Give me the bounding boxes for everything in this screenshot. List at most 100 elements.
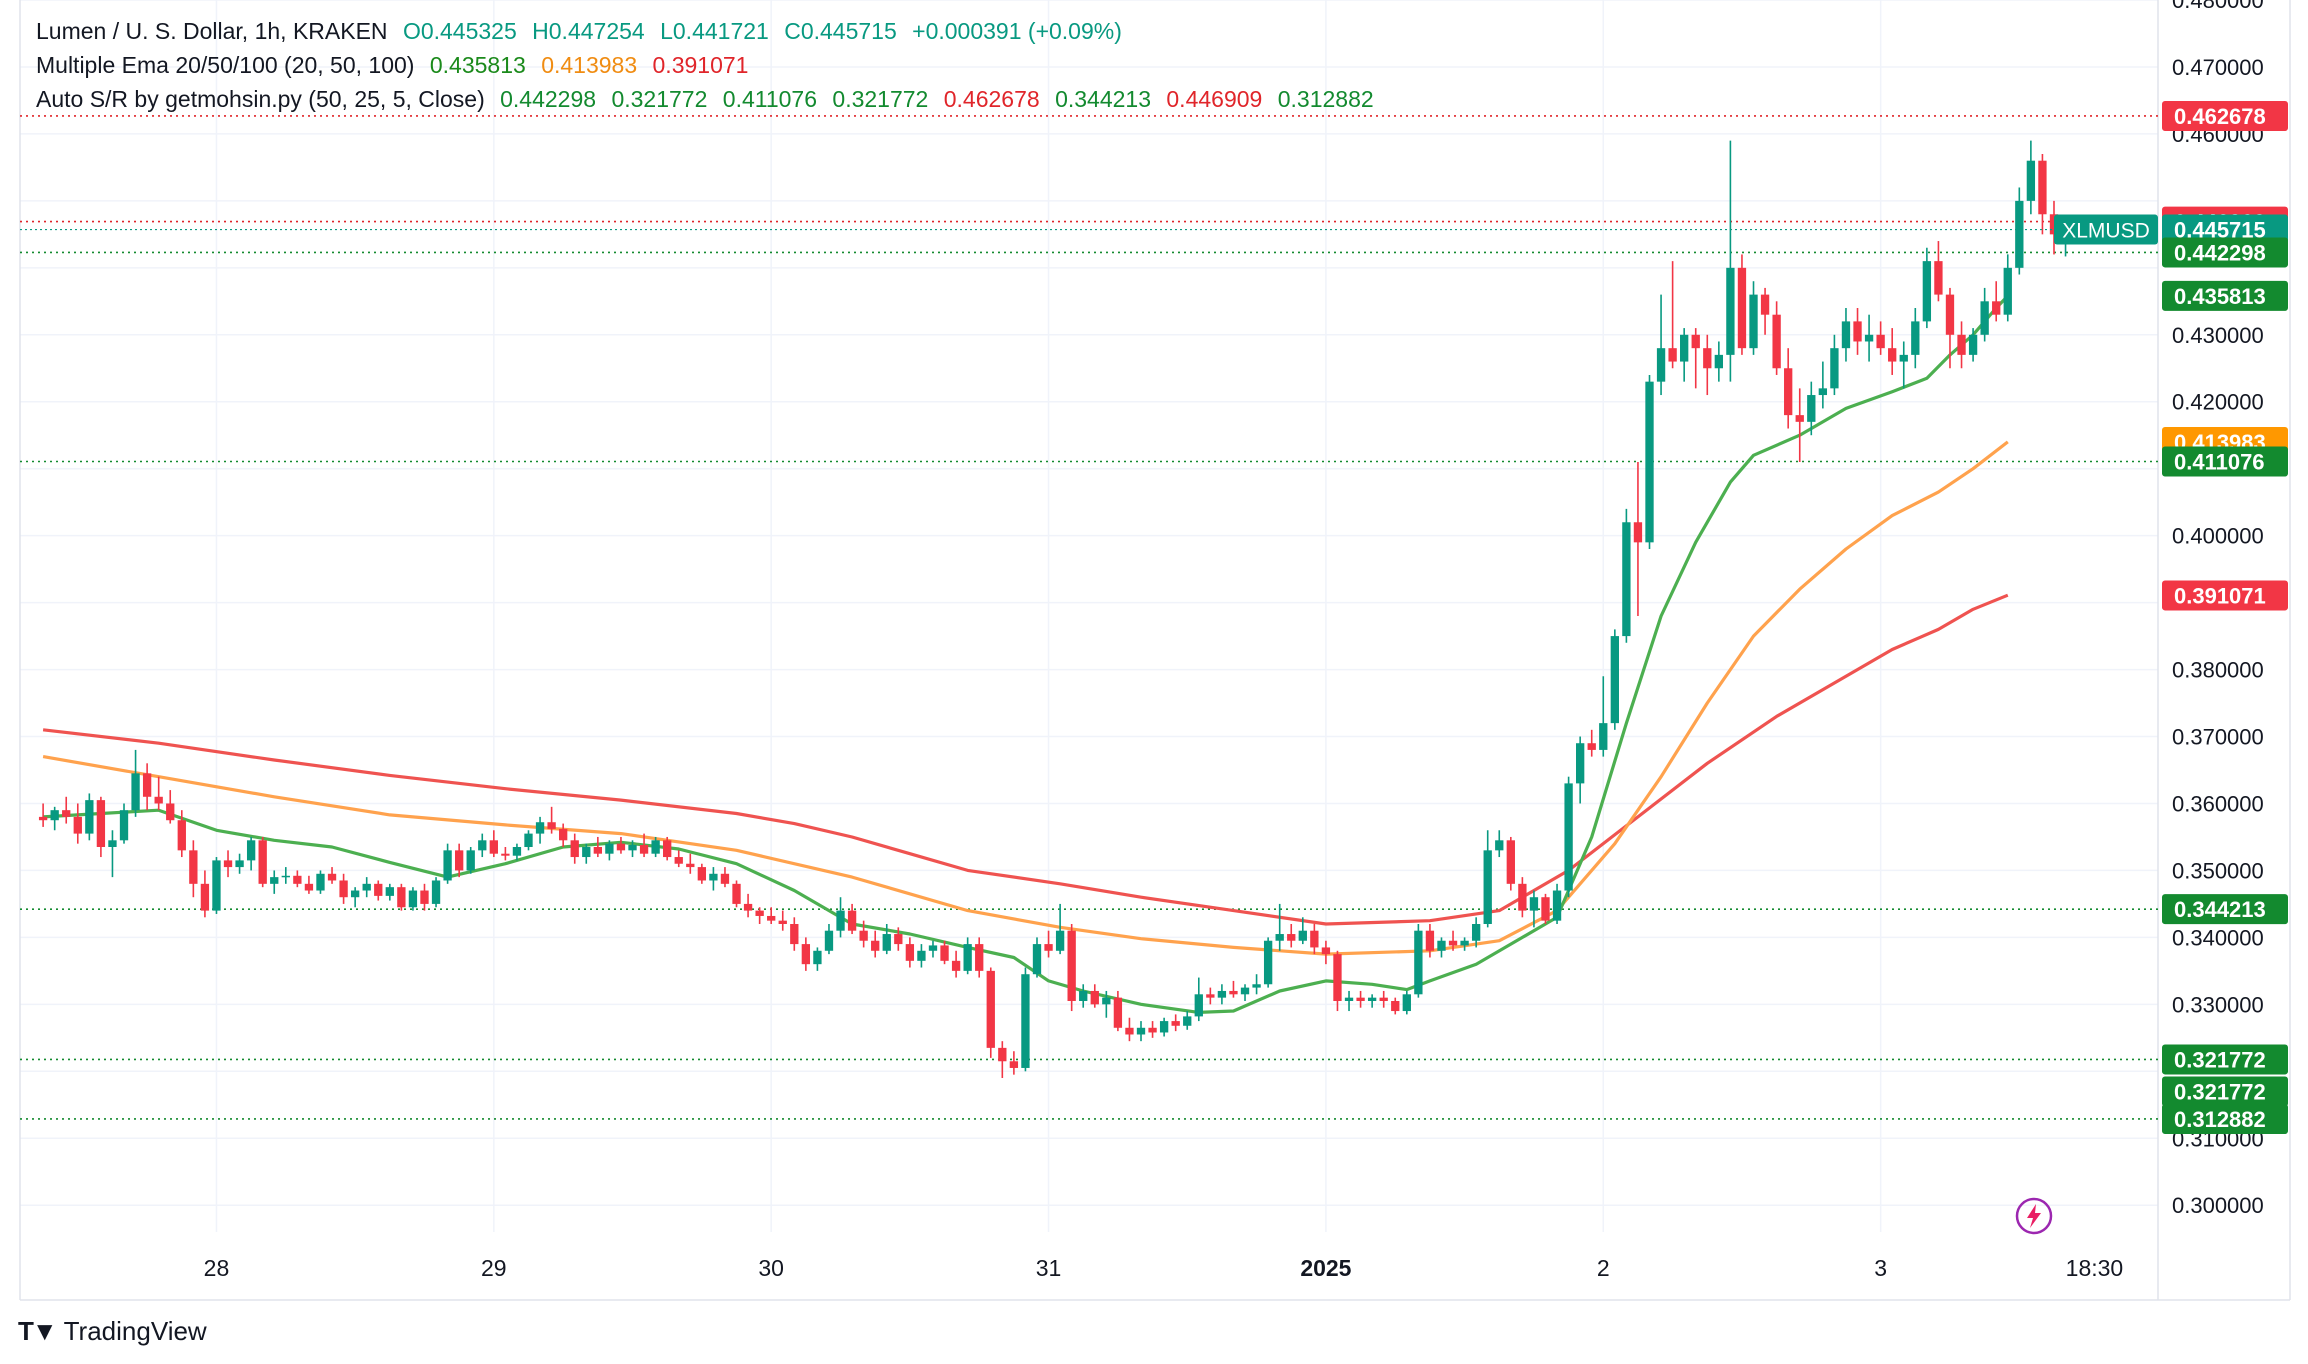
candle-body <box>2015 200 2024 268</box>
candle <box>108 830 117 878</box>
candle <box>1159 1017 1169 1037</box>
candle-body <box>1414 930 1423 995</box>
candle-body <box>1645 381 1654 543</box>
candle-body <box>674 857 683 864</box>
candle <box>362 877 371 898</box>
price-tick-label: 0.380000 <box>2172 658 2264 683</box>
candle-body <box>1888 348 1897 362</box>
price-label-box <box>2162 100 2288 131</box>
candlesticks <box>38 140 2070 1078</box>
candle-body <box>96 800 106 847</box>
price-label-box <box>2162 214 2288 245</box>
candle <box>1009 1051 1019 1075</box>
open-value: O0.445325 <box>402 18 517 44</box>
candle <box>836 897 845 938</box>
candle-body <box>1471 924 1481 941</box>
candle-body <box>1830 348 1839 389</box>
candle <box>2038 154 2047 235</box>
candle-body <box>1009 1061 1019 1068</box>
candle <box>732 880 741 908</box>
candle <box>512 843 522 861</box>
time-axis[interactable]: 28 29 30 31 2025 2 3 18:30 <box>204 1255 2124 1281</box>
candle-body <box>1945 294 1955 335</box>
sr-indicator-label[interactable]: Auto S/R by getmohsin.py (50, 25, 5, Clo… <box>36 86 485 112</box>
price-tick-label: 0.350000 <box>2172 858 2264 883</box>
chart-legend: Lumen / U. S. Dollar, 1h, KRAKEN O0.4453… <box>36 14 1383 116</box>
candle-body <box>859 930 868 941</box>
candle <box>1229 980 1238 998</box>
candle-body <box>1622 522 1631 637</box>
candle-body <box>1391 1001 1400 1012</box>
price-axis[interactable]: 0.3000000.3100000.3300000.3400000.350000… <box>2172 0 2264 1218</box>
price-tick-label: 0.400000 <box>2172 524 2264 549</box>
low-value: L0.441721 <box>660 18 769 44</box>
candle <box>246 836 256 871</box>
candle <box>570 833 579 864</box>
price-tick-label: 0.360000 <box>2172 791 2264 816</box>
price-label-text: 0.321772 <box>2174 1079 2266 1104</box>
candle <box>1656 294 1666 396</box>
price-label-text: 0.462678 <box>2174 104 2266 129</box>
price-label-box <box>2162 1076 2288 1107</box>
candle <box>1737 254 1747 355</box>
price-tick-label: 0.470000 <box>2172 55 2264 80</box>
candle <box>1980 287 1989 342</box>
symbol-title[interactable]: Lumen / U. S. Dollar, 1h, KRAKEN <box>36 18 388 44</box>
candle-body <box>154 796 163 804</box>
candle-body <box>443 850 452 881</box>
candle-body <box>131 773 140 811</box>
candle <box>1183 1011 1192 1030</box>
candle <box>374 880 383 901</box>
candle <box>339 873 348 904</box>
candle <box>1287 924 1296 948</box>
candle-body <box>836 910 845 931</box>
price-tick-label: 0.370000 <box>2172 725 2264 750</box>
candle <box>1113 990 1123 1032</box>
candle-body <box>1460 940 1469 946</box>
candle <box>1136 1021 1146 1042</box>
candle <box>1760 287 1770 335</box>
candle-body <box>524 833 533 847</box>
candle-body <box>38 816 48 821</box>
candle-body <box>1610 636 1619 724</box>
price-label: 0.391071 <box>2162 580 2288 611</box>
candle <box>62 796 71 824</box>
candle <box>651 836 660 858</box>
price-label-text: 0.344213 <box>2174 897 2266 922</box>
candle-body <box>1564 783 1573 891</box>
candle-body <box>1876 334 1885 349</box>
candle <box>1402 990 1411 1015</box>
candle <box>1425 924 1435 958</box>
candle-body <box>1737 267 1747 349</box>
candle-body <box>339 880 348 898</box>
candle-body <box>73 816 82 834</box>
candle-body <box>246 840 256 861</box>
candle-body <box>189 850 198 884</box>
candle-body <box>1541 897 1550 921</box>
candle-body <box>755 910 764 916</box>
time-tick-label: 28 <box>204 1255 230 1281</box>
ema-indicator-label[interactable]: Multiple Ema 20/50/100 (20, 50, 100) <box>36 52 415 78</box>
ema20-value: 0.435813 <box>429 52 526 78</box>
candle <box>2026 140 2036 215</box>
lightning-bolt-icon[interactable] <box>2014 1196 2054 1236</box>
candle <box>397 883 406 911</box>
candle <box>1367 994 1377 1008</box>
tradingview-brand[interactable]: T▼ TradingView <box>18 1316 207 1347</box>
candle-body <box>385 887 394 896</box>
candle-body <box>1171 1021 1180 1026</box>
candle <box>986 967 995 1058</box>
candle <box>975 937 984 978</box>
candle-body <box>1599 723 1608 750</box>
candle-body <box>1229 990 1238 995</box>
candle <box>1888 328 1897 375</box>
price-label: 0.344213 <box>2162 894 2288 925</box>
candle-body <box>1055 930 1065 951</box>
price-tick-label: 0.300000 <box>2172 1193 2264 1218</box>
candle-body <box>200 883 210 911</box>
candle <box>1021 967 1030 1072</box>
price-label: 0.321772 <box>2162 1076 2288 1107</box>
ticker-label-box <box>2054 214 2158 245</box>
candle-body <box>177 820 186 851</box>
